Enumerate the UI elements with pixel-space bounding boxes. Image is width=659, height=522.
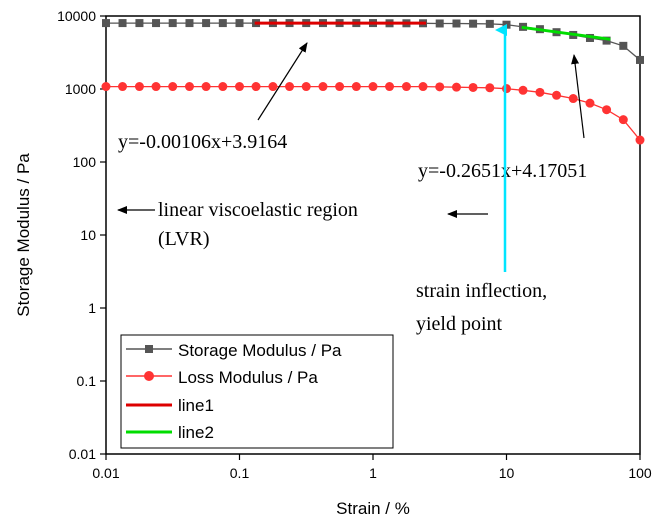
loss-point [301, 82, 311, 92]
legend-item-line2: line2 [126, 423, 214, 442]
annotation-inflection: strain inflection, [416, 280, 547, 302]
storage-point [202, 19, 211, 28]
loss-point [351, 82, 361, 92]
loss-point [134, 82, 144, 92]
loss-point [218, 82, 228, 92]
loss-point [251, 82, 261, 92]
y-tick-label: 0.01 [69, 446, 96, 462]
x-tick-label: 0.1 [230, 465, 250, 481]
annotation-eq2: y=-0.2651x+4.17051 [418, 160, 587, 182]
loss-point [385, 82, 395, 92]
loss-point [201, 82, 211, 92]
storage-point [452, 19, 461, 28]
x-tick-label: 1 [369, 465, 377, 481]
x-tick-label: 100 [628, 465, 652, 481]
series-layer [101, 19, 645, 145]
legend-item-line1: line1 [126, 396, 214, 415]
loss-point [118, 82, 128, 92]
loss-point [335, 82, 345, 92]
arrow-eq2 [571, 54, 585, 139]
annotation-lvr: linear viscoelastic region [158, 199, 358, 221]
y-axis-label: Storage Modulus / Pa [14, 153, 33, 317]
loss-point [184, 82, 194, 92]
storage-point [185, 19, 194, 28]
legend-line1-label: line1 [178, 396, 214, 415]
loss-point [485, 83, 495, 93]
y-tick-label: 1 [88, 300, 96, 316]
loss-point [168, 82, 178, 92]
loss-point [552, 90, 562, 100]
loss-point [502, 84, 511, 94]
loss-point [451, 82, 461, 92]
y-tick-label: 1000 [65, 81, 96, 97]
storage-point [235, 19, 244, 28]
loss-point [468, 82, 478, 92]
x-axis-ticks: 0.01 0.1 1 10 100 [92, 454, 652, 481]
legend-line2-label: line2 [178, 423, 214, 442]
storage-point [636, 55, 644, 64]
storage-point [168, 19, 177, 28]
legend-loss-marker [144, 371, 154, 381]
annotation-lvr-abbrev: (LVR) [158, 228, 209, 250]
y-tick-label: 10000 [57, 8, 96, 24]
storage-point [485, 19, 494, 28]
storage-point [102, 19, 110, 28]
legend-loss-label: Loss Modulus / Pa [178, 368, 318, 387]
loss-point [602, 105, 612, 115]
y-axis-ticks: 0.01 0.1 1 10 100 1000 10000 [57, 8, 106, 462]
loss-point [101, 82, 111, 92]
loss-point [535, 87, 545, 97]
storage-point [118, 19, 127, 28]
loss-point [285, 82, 295, 92]
storage-point [218, 19, 227, 28]
loss-point [618, 115, 628, 125]
annotation-yield: yield point [416, 313, 503, 335]
legend-storage-label: Storage Modulus / Pa [178, 341, 342, 360]
legend-item-storage: Storage Modulus / Pa [126, 341, 342, 360]
arrow-eq1 [257, 42, 308, 121]
loss-point [635, 135, 645, 145]
storage-point [602, 36, 611, 45]
loss-point [318, 82, 328, 92]
storage-point [619, 41, 628, 50]
y-tick-label: 100 [73, 154, 97, 170]
annotation-eq1: y=-0.00106x+3.9164 [118, 131, 287, 153]
legend: Storage Modulus / Pa Loss Modulus / Pa l… [120, 334, 394, 449]
annotations: y=-0.00106x+3.9164 y=-0.2651x+4.17051 li… [117, 24, 587, 335]
loss-point [568, 94, 578, 104]
y-tick-label: 10 [80, 227, 96, 243]
x-axis-label: Strain / % [336, 499, 410, 518]
loss-point [518, 85, 528, 95]
legend-box [120, 334, 394, 449]
loss-point [401, 82, 411, 92]
legend-item-loss: Loss Modulus / Pa [126, 368, 318, 387]
loss-point [235, 82, 244, 92]
storage-point [135, 19, 144, 28]
loss-point [268, 82, 278, 92]
legend-storage-marker [145, 345, 153, 353]
loss-point [418, 82, 428, 92]
x-tick-label: 0.01 [92, 465, 119, 481]
storage-point [469, 19, 478, 28]
loss-point [585, 98, 595, 108]
loss-point [368, 82, 378, 92]
storage-point [152, 19, 161, 28]
storage-point [502, 20, 511, 29]
storage-point [435, 19, 444, 28]
series-line-3 [521, 25, 611, 41]
x-tick-label: 10 [499, 465, 515, 481]
loss-point [435, 82, 445, 92]
y-tick-label: 0.1 [77, 373, 97, 389]
loss-point [151, 82, 161, 92]
